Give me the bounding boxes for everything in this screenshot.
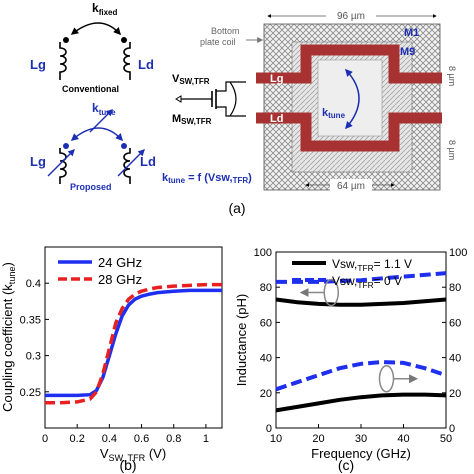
y-tick-label: 0 <box>266 423 272 435</box>
caption-b: (b) <box>119 457 136 473</box>
y-tick-label: 0.25 <box>20 387 41 399</box>
conventional-schematic: kfixed Lg Ld Conventional <box>30 1 154 94</box>
k-fixed-arrow <box>70 22 122 36</box>
right-y-tick-label: 100 <box>449 247 467 259</box>
layout-figure: Lg Ld ktune M1 M9 96 µm 64 µm 8 µm 8 µm … <box>200 9 457 192</box>
x-tick-label: 50 <box>440 433 452 445</box>
dim-bottom-label: 64 µm <box>337 181 365 192</box>
proposed-label: Proposed <box>70 182 112 192</box>
x-tick-label: 0.4 <box>102 433 117 445</box>
y-tick-label: 60 <box>260 317 272 329</box>
y-tick-label: 0.35 <box>20 314 41 326</box>
proposed-schematic: ktune Lg Ld Proposed <box>30 101 156 192</box>
series-line-28ghz <box>45 282 222 405</box>
lg-coil-conventional <box>59 37 69 80</box>
layout-ktune-arrow <box>344 68 360 130</box>
msw-label: MSW,TFR <box>172 113 212 126</box>
right-y-tick-label: 0 <box>449 423 455 435</box>
y-tick-label: 80 <box>260 282 272 294</box>
k-tune-tuning-arrow <box>89 109 113 133</box>
bottom-plate-label-2: plate coil <box>200 37 236 47</box>
caption-c: (c) <box>338 457 354 473</box>
dim-top-label: 96 µm <box>337 11 365 22</box>
ld-label-proposed: Ld <box>140 154 156 169</box>
m1-label: M1 <box>404 27 419 39</box>
series-line-24ghz <box>45 288 222 398</box>
legend-label: 28 GHz <box>98 272 142 287</box>
x-tick-label: 0.6 <box>134 433 149 445</box>
dim-right-label-2: 8 µm <box>447 140 457 160</box>
x-tick-label: 0.8 <box>166 433 181 445</box>
y-tick-label: 0.3 <box>26 351 41 363</box>
layout-ktune-label: ktune <box>322 107 346 120</box>
dim-right-label-1: 8 µm <box>447 66 457 86</box>
vsw-label: VSW,TFR <box>172 73 210 86</box>
ld-coil-proposed <box>117 143 145 184</box>
lg-label-proposed: Lg <box>30 154 46 169</box>
k-tune-arrow <box>70 127 124 142</box>
x-axis-label: Frequency (GHz) <box>311 446 411 461</box>
y-axis-label: Coupling coefficient (ktune) <box>0 262 17 412</box>
switch-transistor: VSW,TFR MSW,TFR <box>172 73 246 126</box>
layout-ld-label: Ld <box>270 113 283 125</box>
series-line-3 <box>275 359 447 392</box>
x-tick-label: 40 <box>397 433 409 445</box>
y-tick-label: 0.4 <box>26 278 41 290</box>
k-tune-label: ktune <box>92 101 116 117</box>
lg-coil-proposed <box>47 143 75 184</box>
y-axis-label: Inductance (pH) <box>234 294 249 387</box>
chart-b-frame <box>44 246 223 429</box>
lg-label-conventional: Lg <box>30 57 46 72</box>
x-tick-label: 20 <box>312 433 324 445</box>
right-y-tick-label: 80 <box>449 282 461 294</box>
series-line-1 <box>276 271 447 284</box>
ld-coil-conventional <box>121 37 131 80</box>
x-tick-label: 10 <box>270 433 282 445</box>
x-tick-label: 30 <box>355 433 367 445</box>
right-y-tick-label: 20 <box>449 388 461 400</box>
layout-lg-label: Lg <box>270 73 283 85</box>
series-line-0 <box>275 297 447 307</box>
chart-c: 10 20 30 40 50020406080100020406080100Vsw,TF… <box>234 247 467 461</box>
right-y-tick-label: 60 <box>449 317 461 329</box>
legend-label: Vsw,TFR= 0 V <box>332 274 402 290</box>
chart-b: 0 0.2 0.4 0.6 0.8 1 0.25 0.3 0.35 0.4 24 GHz 28 GHz… <box>0 246 223 463</box>
x-tick-label: 1 <box>203 433 209 445</box>
legend-label: Vsw,TFR= 1.1 V <box>332 257 412 273</box>
x-tick-label: 0 <box>42 433 48 445</box>
y-tick-label: 40 <box>260 353 272 365</box>
k-fixed-label: kfixed <box>92 1 117 17</box>
right-y-tick-label: 40 <box>449 353 461 365</box>
x-tick-label: 0.2 <box>70 433 85 445</box>
legend-label: 24 GHz <box>98 255 142 270</box>
bottom-plate-label: Bottom <box>211 26 240 36</box>
m9-label: M9 <box>400 46 415 58</box>
x-axis-label: VSW, TFR (V) <box>100 446 166 463</box>
ld-label-conventional: Ld <box>138 57 154 72</box>
series-line-2 <box>275 392 447 413</box>
conventional-label: Conventional <box>62 84 119 94</box>
y-tick-label: 100 <box>254 247 272 259</box>
y-tick-label: 20 <box>260 388 272 400</box>
caption-a: (a) <box>228 200 245 216</box>
ktune-equation: ktune = f (Vsw,TFR) <box>162 172 252 185</box>
